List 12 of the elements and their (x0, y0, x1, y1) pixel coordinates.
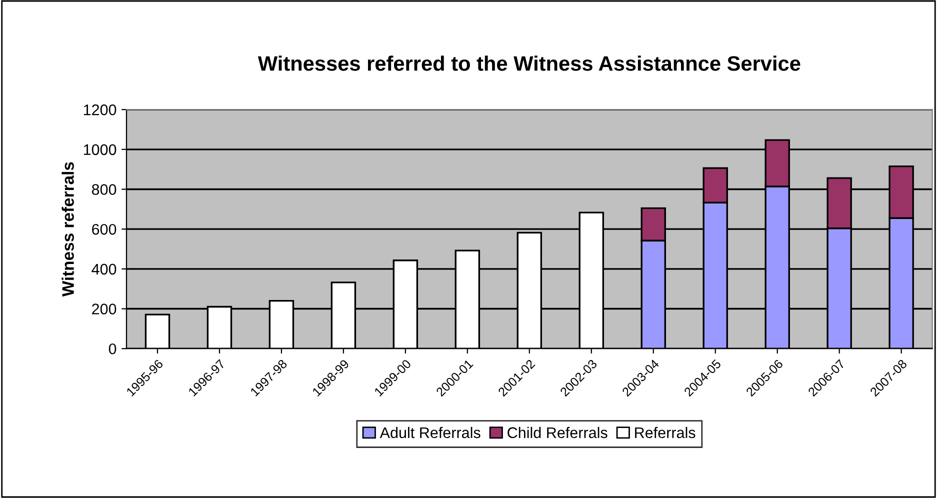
y-tick-label: 600 (92, 224, 116, 235)
y-tick-label: 800 (92, 184, 116, 195)
y-axis-title: Witness referrals (62, 162, 74, 297)
y-tick-label: 200 (92, 304, 116, 314)
y-tick-label: 0 (108, 343, 116, 354)
y-tick-label: 400 (92, 264, 116, 275)
y-tick-label: 1200 (84, 104, 116, 116)
chart-title: Witnesses referred to the Witness Assistannce Service (258, 56, 800, 71)
y-tick-label: 1000 (84, 144, 116, 156)
legend-label: Referrals (635, 426, 696, 438)
legend-label: Adult Referrals (380, 426, 480, 438)
legend-label: Child Referrals (508, 426, 608, 438)
